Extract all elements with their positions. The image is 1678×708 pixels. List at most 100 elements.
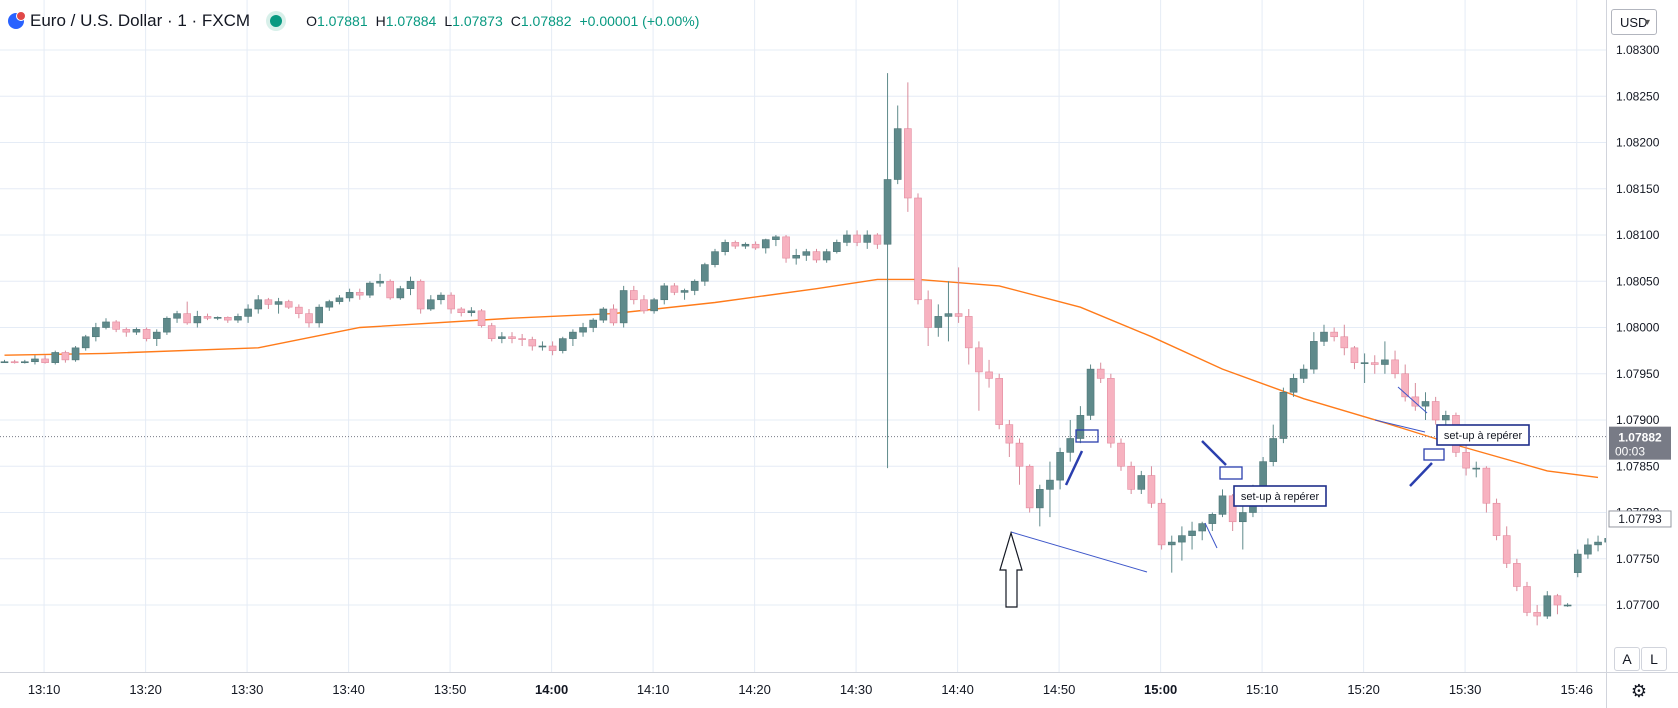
candle <box>1239 503 1247 550</box>
candle-body <box>437 294 445 301</box>
candle <box>1401 364 1409 402</box>
price-tick-label: 1.07750 <box>1616 552 1660 566</box>
up-arrow-icon[interactable] <box>999 530 1023 608</box>
symbol-title[interactable]: Euro / U.S. Dollar · 1 · FXCM <box>30 11 251 30</box>
euro-flag-icon <box>8 11 26 29</box>
candle-body <box>985 371 993 379</box>
log-scale-button[interactable]: L <box>1641 647 1667 671</box>
gear-icon[interactable]: ⚙ <box>1630 681 1648 701</box>
mark-line[interactable] <box>1064 450 1084 486</box>
candle <box>447 292 455 314</box>
candle-body <box>609 308 618 324</box>
trendline[interactable] <box>1397 386 1428 414</box>
candle <box>1056 447 1064 490</box>
price-tick-label: 1.08050 <box>1616 274 1660 288</box>
trendline[interactable] <box>1204 522 1218 549</box>
candle-body <box>1279 391 1288 439</box>
ema-price-badge <box>1608 510 1672 528</box>
candle <box>1107 373 1115 448</box>
candle <box>487 322 496 342</box>
candle <box>1046 461 1054 518</box>
mark-line[interactable] <box>1409 462 1433 487</box>
candle <box>731 240 740 249</box>
candle-body <box>792 255 801 259</box>
trendline-low[interactable] <box>1010 531 1148 573</box>
candle <box>1462 443 1470 476</box>
candle-body <box>31 358 39 363</box>
candle <box>873 233 882 249</box>
candle <box>761 238 770 254</box>
candle <box>366 281 374 298</box>
candle <box>1269 424 1278 467</box>
candle <box>954 267 963 323</box>
candle-body <box>1330 331 1338 338</box>
price-tick-label: 1.07700 <box>1616 598 1660 612</box>
trendline[interactable] <box>1374 419 1426 433</box>
setup-callout[interactable]: set-up à repérer <box>1436 424 1530 446</box>
candle-body <box>802 251 811 256</box>
setup-box[interactable] <box>1423 448 1445 461</box>
candle <box>741 242 750 249</box>
candle-body <box>487 325 496 339</box>
candle <box>1370 355 1379 374</box>
candle-body <box>863 234 872 243</box>
candle <box>1421 392 1430 420</box>
setup-callout[interactable]: set-up à repérer <box>1233 485 1327 507</box>
candle <box>396 285 405 300</box>
candle-body <box>599 308 608 321</box>
candle <box>1523 581 1531 617</box>
candle <box>660 283 669 305</box>
candle <box>822 248 831 263</box>
candle-body <box>1076 415 1085 439</box>
candle <box>792 248 801 265</box>
candle-body <box>1543 595 1552 617</box>
candle-body <box>203 316 212 319</box>
candle-body <box>812 251 821 261</box>
candle <box>305 309 313 328</box>
currency-button[interactable]: USD ▾ <box>1611 9 1657 35</box>
time-tick-label: 14:50 <box>1043 682 1076 697</box>
change-value: +0.00001 (+0.00%) <box>579 13 700 29</box>
candle-body <box>1239 512 1247 523</box>
candle-body <box>376 280 384 284</box>
low-value: 1.07873 <box>452 13 503 29</box>
candle <box>1208 512 1217 531</box>
candle <box>1563 603 1572 607</box>
candle <box>1188 521 1196 550</box>
candle <box>1310 332 1318 374</box>
setup-box[interactable] <box>1219 466 1243 480</box>
candle-body <box>1411 396 1420 407</box>
candle-body <box>132 329 141 333</box>
candle <box>1299 364 1308 383</box>
candle-body <box>772 236 780 240</box>
mark-line[interactable] <box>1201 440 1227 466</box>
candle <box>193 310 202 328</box>
candle-body <box>619 290 628 324</box>
candle-body <box>1381 359 1389 365</box>
candle <box>213 316 222 321</box>
candle <box>802 248 811 261</box>
auto-scale-button[interactable]: A <box>1614 647 1640 671</box>
candle-body <box>295 306 303 314</box>
candle-body <box>822 251 831 261</box>
candle <box>619 285 628 328</box>
setup-box[interactable] <box>1075 429 1099 443</box>
market-status-icon[interactable] <box>270 15 283 27</box>
price-tick-label: 1.07950 <box>1616 367 1660 381</box>
candle-body <box>1360 362 1369 364</box>
candle-body <box>213 317 222 319</box>
candle-body <box>1137 475 1146 490</box>
candle <box>1076 406 1085 444</box>
candle <box>376 273 384 287</box>
candle-body <box>20 361 29 364</box>
candle <box>335 295 344 305</box>
candle <box>284 299 293 309</box>
candle <box>711 248 719 268</box>
candle <box>244 304 252 323</box>
candle <box>1198 521 1206 541</box>
candle <box>1381 341 1389 374</box>
candle <box>893 105 902 185</box>
time-tick-label: 13:10 <box>28 682 61 697</box>
candle-body <box>1086 368 1095 416</box>
